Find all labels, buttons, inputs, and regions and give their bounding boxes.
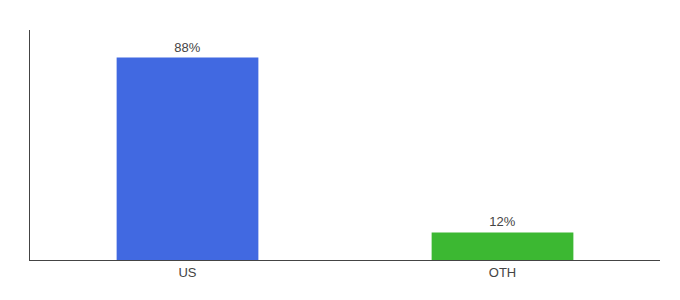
svg-text:88%: 88% [174, 40, 200, 55]
svg-text:12%: 12% [489, 214, 515, 229]
svg-text:OTH: OTH [489, 265, 516, 280]
svg-text:US: US [178, 265, 196, 280]
